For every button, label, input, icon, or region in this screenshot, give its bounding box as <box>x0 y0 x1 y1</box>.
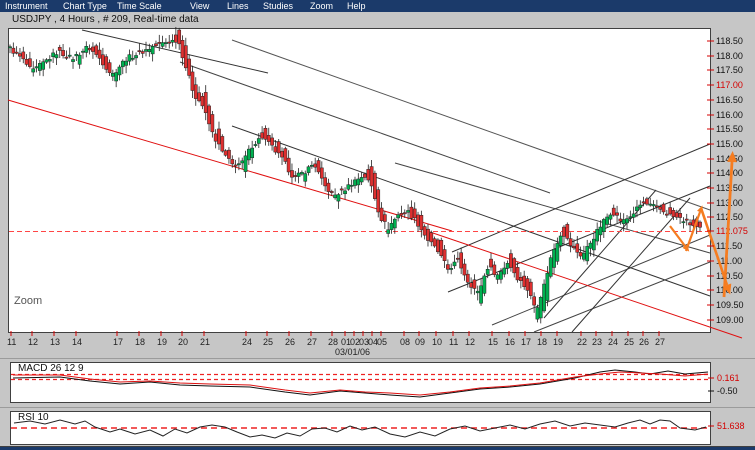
price-axis-label: 115.50 <box>716 124 743 134</box>
price-axis-label: 111.50 <box>716 241 743 251</box>
time-axis-label: 19 <box>553 337 564 347</box>
time-axis-label: 27 <box>307 337 318 347</box>
price-axis-label: 116.00 <box>716 110 743 120</box>
macd-study-label: MACD 26 12 9 <box>18 363 84 374</box>
price-axis-label: 109.50 <box>716 300 744 310</box>
price-axis-label: 117.00 <box>716 80 743 90</box>
time-axis-label: 24 <box>242 337 253 347</box>
time-axis-label: 26 <box>285 337 296 347</box>
price-axis-label: 118.50 <box>716 36 743 46</box>
time-axis-label: 20 <box>178 337 189 347</box>
time-axis-label: 01 <box>341 337 352 347</box>
menu-item-time-scale[interactable]: Time Scale <box>117 1 162 11</box>
time-axis-label: 25 <box>263 337 274 347</box>
time-axis-label: 12 <box>465 337 476 347</box>
chart-subtitle: USDJPY , 4 Hours , # 209, Real-time data <box>12 14 199 25</box>
price-axis-label: 113.50 <box>716 183 743 193</box>
price-axis-label: 111.00 <box>716 256 743 266</box>
price-axis-label: 112.075 <box>716 226 748 236</box>
macd-current-value: 0.161 <box>717 373 740 383</box>
time-axis-label: 12 <box>28 337 39 347</box>
main-price-chart[interactable] <box>8 28 711 333</box>
time-axis-label: 26 <box>639 337 650 347</box>
price-axis-label: 117.50 <box>716 65 743 75</box>
time-axis-label: 25 <box>624 337 635 347</box>
rsi-panel[interactable] <box>10 411 711 445</box>
time-axis-label: 10 <box>432 337 443 347</box>
menu-bar: Instrument Chart Type Time Scale View Lines S… <box>0 0 755 12</box>
panel-divider <box>0 407 755 408</box>
time-axis-label: 11 <box>7 337 17 347</box>
menu-item-chart-type[interactable]: Chart Type <box>63 1 107 11</box>
time-axis-label: 21 <box>200 337 211 347</box>
price-axis-label: 114.00 <box>716 168 743 178</box>
price-axis-label: 110.00 <box>716 285 743 295</box>
zoom-mode-label: Zoom <box>14 295 43 307</box>
time-axis-label: 16 <box>505 337 516 347</box>
price-axis-label: 112.50 <box>716 212 743 222</box>
menu-item-zoom[interactable]: Zoom <box>310 1 334 11</box>
date-axis-label: 03/01/06 <box>335 347 371 357</box>
time-axis-label: 04 <box>368 337 379 347</box>
time-axis-label: 19 <box>157 337 168 347</box>
time-axis-label: 27 <box>655 337 666 347</box>
menu-item-lines[interactable]: Lines <box>227 1 249 11</box>
time-axis-label: 23 <box>592 337 603 347</box>
rsi-study-label: RSI 10 <box>18 412 49 423</box>
time-axis-label: 02 <box>350 337 361 347</box>
rsi-current-value: 51.638 <box>717 421 745 431</box>
price-axis-label: 118.00 <box>716 51 743 61</box>
panel-divider <box>0 358 755 359</box>
time-axis-label: 18 <box>135 337 146 347</box>
price-axis-label: 115.00 <box>716 139 743 149</box>
macd-axis-label: -0.50 <box>717 386 738 396</box>
time-axis-label: 18 <box>537 337 548 347</box>
time-axis-label: 24 <box>608 337 619 347</box>
time-axis-label: 22 <box>577 337 588 347</box>
time-axis-label: 28 <box>328 337 339 347</box>
time-axis-label: 03 <box>359 337 370 347</box>
time-axis-label: 08 <box>400 337 411 347</box>
price-axis-label: 109.00 <box>716 315 744 325</box>
menu-item-help[interactable]: Help <box>347 1 366 11</box>
time-axis-label: 17 <box>113 337 124 347</box>
time-axis-label: 09 <box>415 337 426 347</box>
time-axis-label: 05 <box>377 337 388 347</box>
menu-item-instrument[interactable]: Instrument <box>5 1 48 11</box>
price-axis-label: 114.50 <box>716 154 743 164</box>
menu-item-view[interactable]: View <box>190 1 210 11</box>
price-axis-label: 116.50 <box>716 95 743 105</box>
price-axis-label: 110.50 <box>716 271 743 281</box>
time-axis-label: 15 <box>488 337 499 347</box>
menu-item-studies[interactable]: Studies <box>263 1 294 11</box>
time-axis-label: 13 <box>50 337 61 347</box>
macd-panel[interactable] <box>10 362 711 403</box>
time-axis-label: 17 <box>521 337 532 347</box>
price-axis-label: 113.00 <box>716 198 743 208</box>
time-axis-label: 14 <box>72 337 83 347</box>
time-axis-label: 11 <box>449 337 459 347</box>
window-bottom-edge <box>0 446 755 450</box>
